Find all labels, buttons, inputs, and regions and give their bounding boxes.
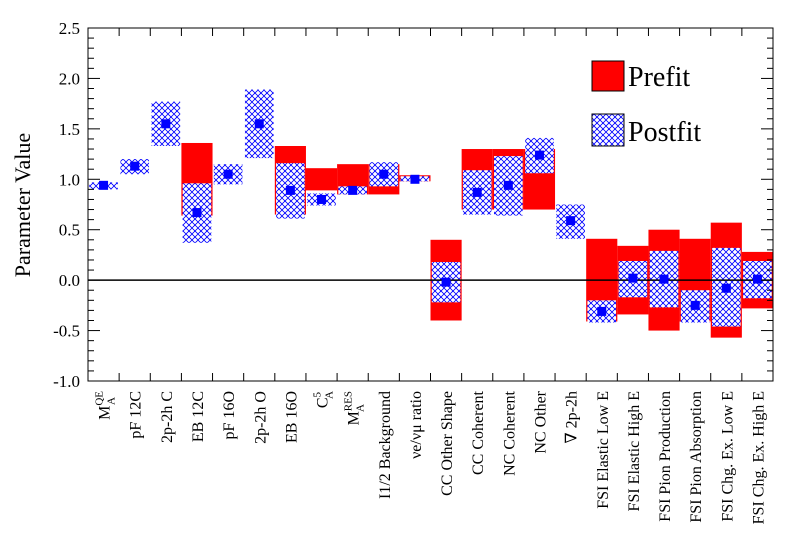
x-category-label: ∇ 2p-2h xyxy=(564,391,581,444)
x-category-label: FSI Chg. Ex. Low E xyxy=(719,391,736,522)
postfit-markers xyxy=(99,119,762,316)
x-category-label: FSI Elastic High E xyxy=(626,391,643,511)
postfit-marker xyxy=(752,274,762,284)
postfit-marker xyxy=(317,194,327,204)
legend-postfit-label: Postfit xyxy=(628,117,701,148)
x-category-label: CC Coherent xyxy=(470,390,487,475)
postfit-marker xyxy=(410,174,420,184)
legend-prefit-swatch xyxy=(591,60,625,92)
y-tick-label: 1.0 xyxy=(59,170,80,189)
x-category-label: FSI Pion Absorption xyxy=(688,391,705,523)
x-category-label: MQEA xyxy=(94,391,118,420)
postfit-marker xyxy=(379,169,389,179)
postfit-marker xyxy=(130,161,140,171)
postfit-marker xyxy=(192,208,202,218)
x-category-label: pF 12C xyxy=(128,391,145,439)
x-category-label: 2p-2h C xyxy=(159,391,176,443)
x-category-label: C5A xyxy=(312,391,336,408)
x-category-label: CC Other Shape xyxy=(439,391,456,496)
postfit-marker xyxy=(161,119,171,129)
x-category-label: EB 16O xyxy=(283,391,300,443)
postfit-marker xyxy=(503,180,513,190)
x-category-label: νe/νμ ratio xyxy=(408,391,425,459)
legend-postfit-swatch xyxy=(591,113,625,147)
prefit-box xyxy=(305,168,338,191)
x-category-label: 2p-2h O xyxy=(252,391,269,444)
postfit-marker xyxy=(628,273,638,283)
postfit-marker xyxy=(534,150,544,160)
postfit-marker xyxy=(348,185,358,195)
y-tick-label: 0.0 xyxy=(59,271,80,290)
postfit-marker xyxy=(690,300,700,310)
x-category-label: FSI Pion Production xyxy=(657,391,674,522)
x-category-label: I1/2 Background xyxy=(377,391,394,499)
x-category-label: FSI Elastic Low E xyxy=(595,391,612,509)
postfit-marker xyxy=(99,180,109,190)
y-tick-label: 2.0 xyxy=(59,69,80,88)
legend-prefit-label: Prefit xyxy=(628,62,690,93)
postfit-marker xyxy=(254,119,264,129)
x-category-label: FSI Chg. Ex. High E xyxy=(750,391,767,524)
y-tick-label: -1.0 xyxy=(53,372,80,391)
postfit-marker xyxy=(223,169,233,179)
x-category-label: NC Coherent xyxy=(501,390,518,475)
postfit-marker xyxy=(285,185,295,195)
x-category-label: pF 16O xyxy=(221,391,238,439)
x-category-label: NC Other xyxy=(532,390,549,453)
axes: -1.0 -0.5 0.0 0.5 1.0 1.5 2.0 2.5 MQEA pF 12C 2p-2… xyxy=(53,19,774,524)
postfit-marker xyxy=(597,306,607,316)
x-category-label: MRESA xyxy=(343,391,367,425)
y-axis-label: Parameter Value xyxy=(10,133,35,277)
postfit-marker xyxy=(566,216,576,226)
legend: Prefit Postfit xyxy=(591,60,701,148)
y-tick-label: -0.5 xyxy=(53,322,80,341)
postfit-marker xyxy=(721,283,731,293)
postfit-marker xyxy=(659,274,669,284)
x-category-label: EB 12C xyxy=(190,391,207,442)
y-tick-label: 0.5 xyxy=(59,221,80,240)
y-tick-label: 1.5 xyxy=(59,120,80,139)
postfit-marker xyxy=(472,187,482,197)
postfit-marker xyxy=(441,277,451,287)
y-tick-label: 2.5 xyxy=(59,19,80,38)
